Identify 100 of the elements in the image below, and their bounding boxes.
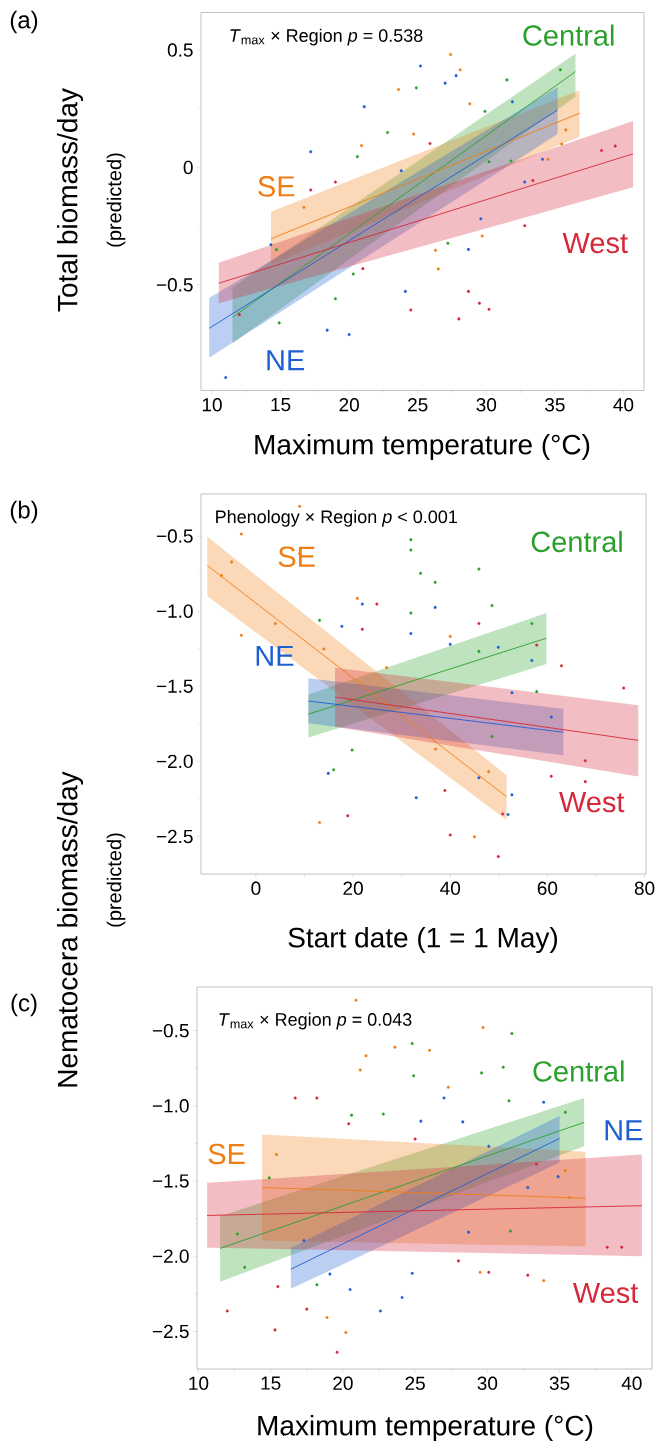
x-axis-title: Maximum temperature (°C)	[258, 1414, 593, 1442]
point	[477, 301, 481, 305]
point	[224, 376, 228, 380]
point	[448, 833, 452, 837]
point	[325, 1315, 329, 1319]
point	[350, 748, 354, 752]
point	[364, 1054, 368, 1058]
point	[490, 604, 494, 608]
y-tick-label: 0	[183, 160, 193, 175]
point	[340, 624, 344, 628]
point	[541, 157, 545, 161]
point	[393, 1045, 397, 1049]
point	[563, 1169, 567, 1173]
point	[409, 538, 413, 542]
point	[509, 159, 513, 163]
x-tick-label: 30	[476, 398, 497, 412]
point	[480, 234, 484, 238]
point	[466, 247, 470, 251]
point	[315, 1283, 319, 1287]
point	[344, 1330, 348, 1334]
point	[487, 1270, 491, 1274]
x-tick-label: 35	[545, 398, 565, 412]
point	[487, 307, 491, 311]
x-tick-label: 40	[613, 398, 634, 412]
point	[351, 272, 355, 276]
point	[347, 333, 351, 337]
y-tick-label: −2.0	[156, 754, 193, 769]
point	[302, 1238, 306, 1242]
series-label: Central	[523, 24, 614, 46]
point	[230, 560, 234, 564]
point	[325, 328, 329, 332]
point	[583, 780, 587, 784]
y-tick-label: −2.0	[152, 1249, 189, 1263]
x-tick-label: 15	[261, 1376, 281, 1390]
point	[267, 1176, 271, 1180]
point	[461, 1120, 465, 1124]
point	[346, 814, 350, 818]
point	[309, 188, 313, 192]
x-tick-label: 15	[271, 398, 291, 412]
point	[409, 632, 413, 636]
x-tick-label: 40	[440, 881, 461, 895]
point	[239, 633, 243, 637]
point	[563, 1110, 567, 1114]
point	[599, 149, 603, 153]
series-label: SE	[208, 1143, 245, 1165]
point	[559, 664, 563, 668]
point	[385, 666, 389, 670]
point	[225, 1309, 229, 1313]
point	[480, 1071, 484, 1075]
point	[510, 793, 514, 797]
point	[622, 686, 626, 690]
point	[273, 1328, 277, 1332]
point	[410, 1042, 414, 1046]
point	[360, 602, 364, 606]
point	[409, 308, 413, 312]
y-axis-title: Total biomass/day	[56, 88, 84, 312]
point	[322, 647, 326, 651]
y-tick-label: −2.5	[156, 829, 193, 844]
point	[478, 1270, 482, 1274]
point	[483, 109, 487, 113]
point	[354, 998, 358, 1002]
point	[446, 1085, 450, 1089]
y-tick-label: −1.5	[156, 679, 193, 693]
point	[328, 1272, 332, 1276]
x-tick-label: 20	[333, 1376, 353, 1390]
point	[403, 289, 407, 293]
point	[298, 504, 302, 508]
point	[397, 88, 400, 92]
point	[355, 155, 359, 159]
point	[410, 1271, 414, 1275]
point	[456, 1259, 460, 1263]
point	[361, 267, 365, 271]
point	[535, 643, 539, 647]
point	[466, 289, 470, 293]
series-label: Central	[533, 1060, 624, 1082]
point	[237, 313, 241, 317]
point	[477, 621, 481, 625]
point	[302, 205, 306, 209]
point	[443, 81, 447, 85]
point	[546, 157, 550, 161]
point	[358, 1068, 362, 1072]
point	[274, 1153, 278, 1157]
point	[556, 1175, 560, 1179]
point	[457, 317, 461, 321]
point	[375, 602, 379, 606]
point	[467, 1230, 471, 1234]
point	[549, 774, 553, 778]
point	[335, 1350, 339, 1354]
point	[487, 770, 491, 774]
point	[534, 1162, 538, 1166]
series-label: West	[562, 232, 628, 254]
point	[477, 776, 481, 780]
point	[490, 734, 494, 738]
point	[526, 1185, 530, 1189]
point	[526, 1273, 530, 1277]
point	[560, 142, 564, 146]
point	[542, 1100, 546, 1104]
point	[386, 130, 390, 134]
point	[487, 160, 491, 164]
point	[359, 144, 363, 148]
